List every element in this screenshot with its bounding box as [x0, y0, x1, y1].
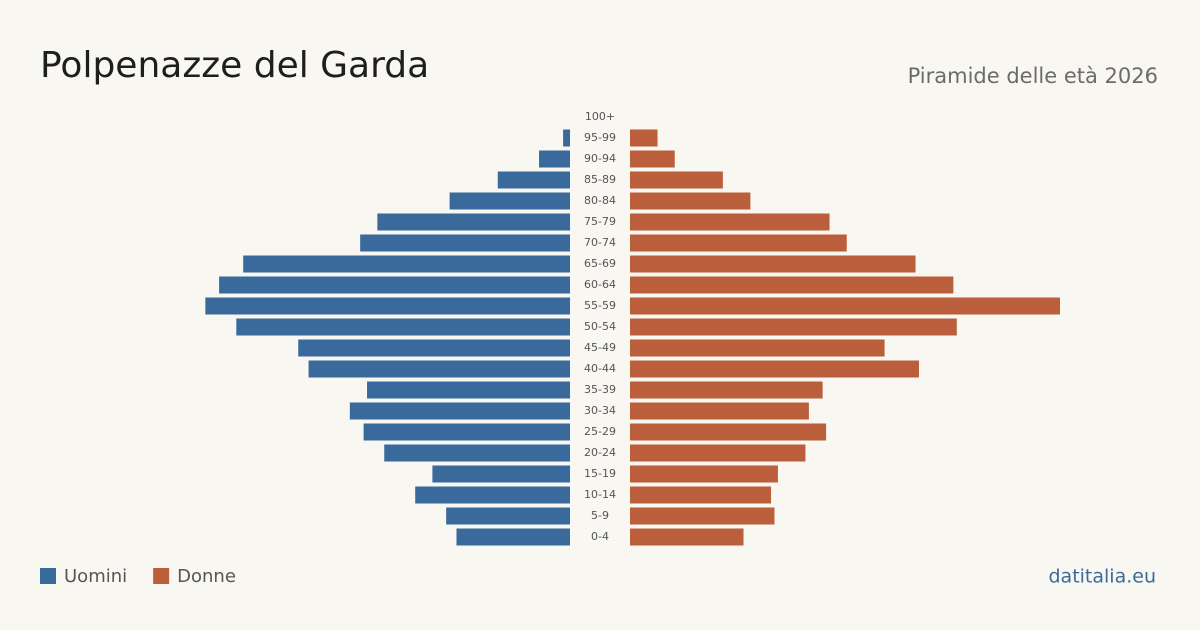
age-label: 35-39	[584, 383, 616, 396]
chart-title: Polpenazze del Garda	[40, 45, 429, 86]
legend-label: Donne	[177, 566, 236, 587]
source: datitalia.eu	[1049, 566, 1157, 588]
bar	[630, 192, 751, 210]
bar	[630, 297, 1060, 315]
bar	[630, 381, 823, 399]
bar	[363, 423, 570, 441]
bar	[449, 192, 570, 210]
bar	[630, 234, 847, 252]
bar	[630, 150, 675, 168]
bar	[563, 129, 570, 147]
bar	[630, 465, 778, 483]
bar	[630, 318, 957, 336]
bar	[205, 297, 571, 315]
age-label: 15-19	[584, 467, 616, 480]
bar	[384, 444, 570, 462]
bar	[360, 234, 570, 252]
bar	[377, 213, 570, 231]
bar	[367, 381, 570, 399]
bar	[298, 339, 570, 357]
bar	[243, 255, 570, 273]
legend-swatch	[153, 568, 170, 584]
age-label: 95-99	[584, 131, 616, 144]
bar	[415, 486, 570, 504]
age-label: 25-29	[584, 425, 616, 438]
age-label: 20-24	[584, 446, 616, 459]
age-label: 100+	[585, 110, 615, 123]
bar	[630, 276, 954, 294]
legend-swatch	[40, 568, 56, 584]
bar	[630, 444, 806, 462]
age-label: 90-94	[584, 152, 616, 165]
bar	[630, 255, 916, 273]
bar	[630, 402, 809, 420]
bar	[630, 213, 830, 231]
bar	[630, 360, 919, 378]
bar	[630, 423, 827, 441]
bar	[446, 507, 570, 525]
age-label: 60-64	[584, 278, 616, 291]
chart-subtitle: Piramide delle età 2026	[908, 64, 1158, 88]
bar	[630, 171, 723, 189]
bar	[630, 486, 772, 504]
legend-label: Uomini	[64, 566, 127, 587]
bar	[630, 528, 744, 546]
bar	[630, 129, 658, 147]
bar	[432, 465, 570, 483]
age-label: 70-74	[584, 236, 616, 249]
age-label: 85-89	[584, 173, 616, 186]
bar	[236, 318, 570, 336]
age-label: 45-49	[584, 341, 616, 354]
age-label: 0-4	[591, 530, 609, 543]
bar	[630, 507, 775, 525]
age-label: 75-79	[584, 215, 616, 228]
bar	[539, 150, 570, 168]
age-label: 80-84	[584, 194, 616, 207]
age-label: 30-34	[584, 404, 616, 417]
bar	[219, 276, 570, 294]
age-label: 50-54	[584, 320, 616, 333]
bar	[497, 171, 570, 189]
age-label: 40-44	[584, 362, 616, 375]
bar	[349, 402, 570, 420]
age-label: 10-14	[584, 488, 616, 501]
bar	[630, 339, 885, 357]
age-label: 65-69	[584, 257, 616, 270]
bar	[456, 528, 570, 546]
bar	[308, 360, 570, 378]
age-label: 55-59	[584, 299, 616, 312]
age-label: 5-9	[591, 509, 609, 522]
